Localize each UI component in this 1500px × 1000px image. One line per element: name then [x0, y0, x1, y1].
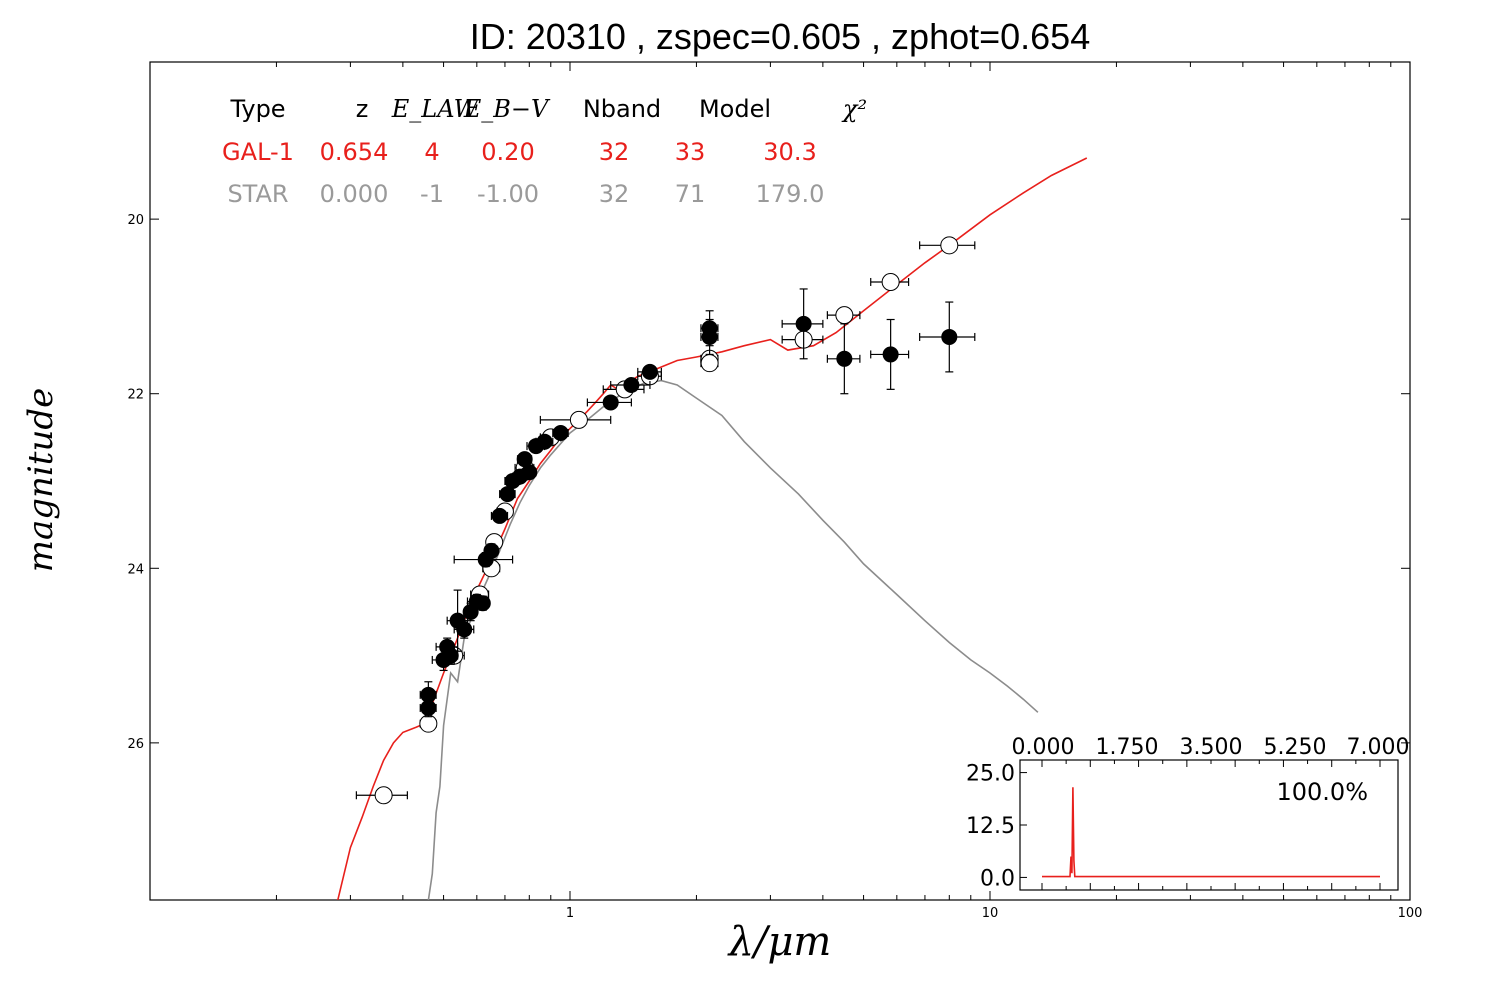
model-point: [569, 410, 588, 429]
model-point: [940, 236, 959, 255]
observed-point: [641, 363, 658, 380]
model-point: [835, 306, 854, 325]
observed-point: [552, 424, 569, 441]
observed-point: [474, 595, 491, 612]
y-tick-label: 24: [127, 562, 144, 577]
inset-y-tick-label: 25.0: [966, 762, 1015, 787]
inset-y-tick-label: 12.5: [966, 814, 1015, 839]
y-axis-label: magnitude: [21, 388, 61, 573]
observed-point: [456, 621, 473, 638]
table-cell: -1: [420, 180, 444, 208]
y-tick-label: 22: [127, 388, 144, 403]
observed-point: [882, 346, 899, 363]
observed-point: [701, 328, 718, 345]
inset-percentage-label: 100.0%: [1276, 778, 1368, 806]
inset-y-tick-label: 0.0: [980, 866, 1015, 891]
table-header: Nband: [583, 95, 661, 123]
observed-point: [836, 350, 853, 367]
y-tick-label: 20: [127, 213, 144, 228]
model-point: [881, 272, 900, 291]
observed-point: [420, 699, 437, 716]
table-header: Model: [699, 95, 771, 123]
table-header: E_B−V: [463, 95, 551, 123]
inset-pdf-curve: [1042, 787, 1380, 878]
table-cell: 179.0: [756, 180, 825, 208]
observed-point: [483, 542, 500, 559]
galaxy-model-curve: [337, 157, 1088, 900]
table-cell: 71: [675, 180, 706, 208]
table-header: E_LAW: [391, 95, 481, 123]
inset-x-tick-label: 0.000: [1012, 735, 1075, 760]
observed-point: [536, 433, 553, 450]
observed-point: [442, 647, 459, 664]
table-cell: 32: [599, 138, 630, 166]
table-cell: 0.000: [320, 180, 389, 208]
plot-frame: [149, 61, 1411, 901]
table-header: χ²: [841, 95, 867, 123]
y-tick-label: 26: [127, 737, 144, 752]
inset-x-tick-label: 3.500: [1180, 735, 1243, 760]
observed-point: [623, 376, 640, 393]
table-header: z: [356, 95, 369, 123]
observed-point: [941, 328, 958, 345]
observed-point: [795, 315, 812, 332]
table-cell: -1.00: [477, 180, 539, 208]
table-cell: 32: [599, 180, 630, 208]
observed-point: [521, 464, 538, 481]
table-cell: 30.3: [763, 138, 816, 166]
model-point: [700, 354, 719, 373]
inset-x-tick-label: 7.000: [1347, 735, 1410, 760]
observed-point: [602, 394, 619, 411]
model-point: [419, 714, 438, 733]
model-point: [374, 786, 393, 805]
inset-frame: [1019, 759, 1399, 891]
x-axis-label: λ/μm: [727, 919, 832, 965]
x-tick-label: 10: [982, 906, 999, 921]
x-tick-label: 100: [1398, 906, 1423, 921]
table-header: Type: [229, 95, 285, 123]
table-cell: GAL-1: [222, 138, 294, 166]
table-cell: STAR: [227, 180, 288, 208]
x-tick-label: 1: [566, 906, 574, 921]
table-cell: 0.20: [481, 138, 534, 166]
chart-title: ID: 20310 , zspec=0.605 , zphot=0.654: [469, 16, 1091, 57]
table-cell: 0.654: [320, 138, 389, 166]
inset-x-tick-label: 1.750: [1096, 735, 1159, 760]
table-cell: 4: [424, 138, 439, 166]
table-cell: 33: [675, 138, 706, 166]
observed-point: [491, 507, 508, 524]
inset-x-tick-label: 5.250: [1264, 735, 1327, 760]
